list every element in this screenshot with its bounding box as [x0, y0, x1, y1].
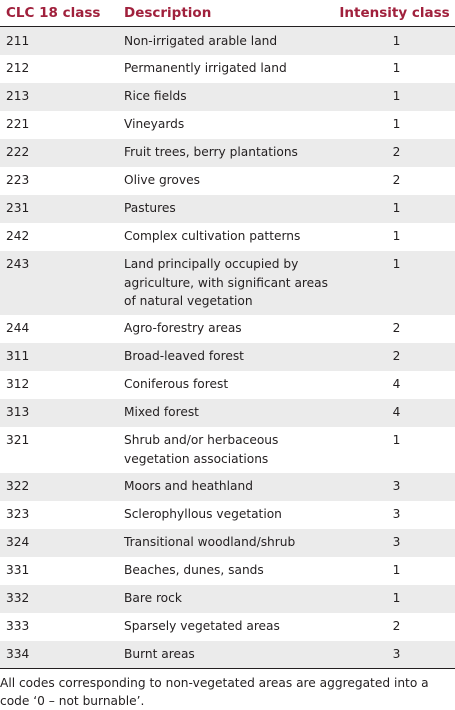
cell-intensity-class: 1	[332, 426, 455, 473]
cell-clc-class: 223	[0, 166, 118, 195]
cell-description: Transitional woodland/shrub	[118, 528, 332, 557]
cell-clc-class: 313	[0, 398, 118, 427]
cell-description: Broad-leaved forest	[118, 342, 332, 371]
cell-intensity-class: 3	[332, 500, 455, 529]
header-row: CLC 18 class Description Intensity class	[0, 0, 455, 27]
cell-intensity-class: 2	[332, 166, 455, 195]
cell-clc-class: 332	[0, 584, 118, 613]
table-row: 212 Permanently irrigated land 1	[0, 54, 455, 83]
table-body: 211 Non-irrigated arable land 1 212 Permanen…	[0, 26, 455, 669]
table-row: 244 Agro-forestry areas 2	[0, 314, 455, 343]
table-row: 324 Transitional woodland/shrub 3	[0, 528, 455, 557]
cell-clc-class: 243	[0, 250, 118, 315]
table-row: 312 Coniferous forest 4	[0, 370, 455, 399]
cell-description: Sparsely vegetated areas	[118, 612, 332, 641]
cell-description: Bare rock	[118, 584, 332, 613]
cell-description: Burnt areas	[118, 640, 332, 669]
table-row: 334 Burnt areas 3	[0, 640, 455, 669]
column-header-description: Description	[118, 0, 332, 27]
cell-clc-class: 331	[0, 556, 118, 585]
cell-clc-class: 321	[0, 426, 118, 473]
cell-clc-class: 333	[0, 612, 118, 641]
cell-clc-class: 311	[0, 342, 118, 371]
table-row: 323 Sclerophyllous vegetation 3	[0, 500, 455, 529]
column-header-intensity-class: Intensity class	[332, 0, 455, 27]
cell-intensity-class: 3	[332, 472, 455, 501]
table-row: 243 Land principally occupied by agricult…	[0, 250, 455, 315]
cell-description: Coniferous forest	[118, 370, 332, 399]
cell-intensity-class: 1	[332, 584, 455, 613]
cell-description: Olive groves	[118, 166, 332, 195]
cell-description: Vineyards	[118, 110, 332, 139]
table-row: 321 Shrub and/or herbaceous vegetation as…	[0, 426, 455, 473]
cell-description: Sclerophyllous vegetation	[118, 500, 332, 529]
table-footnote: All codes corresponding to non-vegetated…	[0, 676, 429, 708]
table-row: 222 Fruit trees, berry plantations 2	[0, 138, 455, 167]
table-row: 311 Broad-leaved forest 2	[0, 342, 455, 371]
cell-intensity-class: 1	[332, 250, 455, 315]
table-row: 231 Pastures 1	[0, 194, 455, 223]
table-row: 322 Moors and heathland 3	[0, 472, 455, 501]
cell-clc-class: 312	[0, 370, 118, 399]
cell-description: Complex cultivation patterns	[118, 222, 332, 251]
table-row: 331 Beaches, dunes, sands 1	[0, 556, 455, 585]
cell-description: Rice fields	[118, 82, 332, 111]
table-row: 332 Bare rock 1	[0, 584, 455, 613]
cell-intensity-class: 1	[332, 54, 455, 83]
cell-intensity-class: 2	[332, 342, 455, 371]
cell-intensity-class: 2	[332, 138, 455, 167]
cell-clc-class: 334	[0, 640, 118, 669]
table-row: 242 Complex cultivation patterns 1	[0, 222, 455, 251]
cell-description: Beaches, dunes, sands	[118, 556, 332, 585]
clc-intensity-table: CLC 18 class Description Intensity class…	[0, 0, 455, 669]
table-row: 313 Mixed forest 4	[0, 398, 455, 427]
cell-description: Land principally occupied by agriculture…	[118, 250, 332, 315]
cell-description: Agro-forestry areas	[118, 314, 332, 343]
cell-description: Pastures	[118, 194, 332, 223]
cell-intensity-class: 1	[332, 26, 455, 55]
cell-description: Permanently irrigated land	[118, 54, 332, 83]
cell-clc-class: 222	[0, 138, 118, 167]
cell-clc-class: 323	[0, 500, 118, 529]
table-row: 333 Sparsely vegetated areas 2	[0, 612, 455, 641]
cell-intensity-class: 1	[332, 194, 455, 223]
cell-intensity-class: 3	[332, 640, 455, 669]
table-row: 213 Rice fields 1	[0, 82, 455, 111]
table-row: 221 Vineyards 1	[0, 110, 455, 139]
cell-intensity-class: 2	[332, 314, 455, 343]
cell-intensity-class: 3	[332, 528, 455, 557]
table-header: CLC 18 class Description Intensity class	[0, 0, 455, 27]
cell-clc-class: 221	[0, 110, 118, 139]
cell-intensity-class: 1	[332, 556, 455, 585]
clc-intensity-table-container: CLC 18 class Description Intensity class…	[0, 0, 455, 669]
cell-intensity-class: 2	[332, 612, 455, 641]
cell-clc-class: 242	[0, 222, 118, 251]
table-row: 211 Non-irrigated arable land 1	[0, 26, 455, 55]
cell-intensity-class: 4	[332, 370, 455, 399]
cell-clc-class: 212	[0, 54, 118, 83]
cell-clc-class: 324	[0, 528, 118, 557]
cell-clc-class: 213	[0, 82, 118, 111]
cell-intensity-class: 1	[332, 222, 455, 251]
cell-description: Fruit trees, berry plantations	[118, 138, 332, 167]
column-header-clc-class: CLC 18 class	[0, 0, 118, 27]
cell-intensity-class: 1	[332, 110, 455, 139]
cell-clc-class: 211	[0, 26, 118, 55]
cell-description: Moors and heathland	[118, 472, 332, 501]
cell-intensity-class: 4	[332, 398, 455, 427]
table-row: 223 Olive groves 2	[0, 166, 455, 195]
cell-intensity-class: 1	[332, 82, 455, 111]
cell-clc-class: 322	[0, 472, 118, 501]
cell-description: Mixed forest	[118, 398, 332, 427]
cell-clc-class: 244	[0, 314, 118, 343]
cell-clc-class: 231	[0, 194, 118, 223]
cell-description: Shrub and/or herbaceous vegetation assoc…	[118, 426, 332, 473]
cell-description: Non-irrigated arable land	[118, 26, 332, 55]
